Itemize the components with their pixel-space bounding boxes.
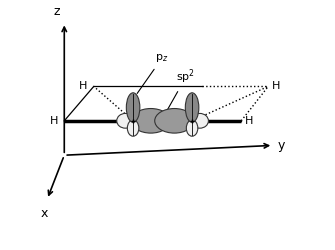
Ellipse shape bbox=[191, 114, 208, 128]
Text: y: y bbox=[278, 139, 285, 152]
Text: sp$^2$: sp$^2$ bbox=[164, 68, 195, 116]
Text: H: H bbox=[50, 116, 58, 126]
Text: p$_z$: p$_z$ bbox=[137, 52, 169, 94]
Text: H: H bbox=[272, 82, 280, 92]
Ellipse shape bbox=[127, 120, 139, 136]
Ellipse shape bbox=[185, 93, 199, 122]
Ellipse shape bbox=[117, 114, 134, 128]
Ellipse shape bbox=[126, 93, 140, 122]
Ellipse shape bbox=[186, 120, 198, 136]
Text: H: H bbox=[245, 116, 253, 126]
Ellipse shape bbox=[131, 108, 171, 133]
Text: z: z bbox=[54, 4, 60, 18]
Text: H: H bbox=[79, 82, 88, 92]
Ellipse shape bbox=[155, 108, 194, 133]
Text: x: x bbox=[41, 207, 48, 220]
